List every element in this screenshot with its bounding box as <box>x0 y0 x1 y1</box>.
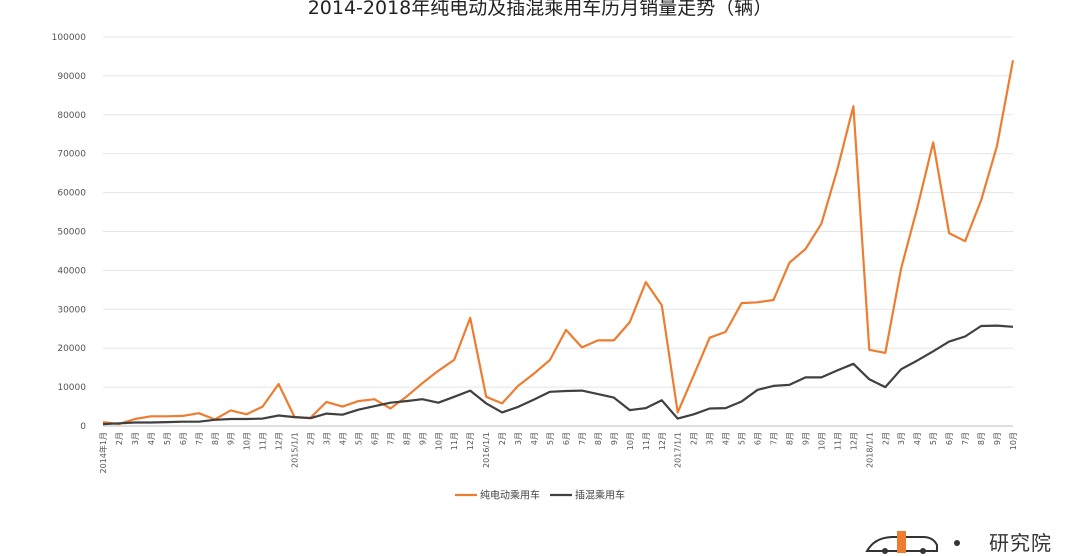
x-tick-label: 7月 <box>961 432 970 445</box>
x-tick-label: 2月 <box>115 432 124 445</box>
x-tick-label: 9月 <box>993 432 1002 445</box>
x-tick-label: 2月 <box>498 432 507 445</box>
x-tick-label: 5月 <box>546 432 555 445</box>
x-tick-label: 7月 <box>578 432 587 445</box>
y-tick-label: 0 <box>80 422 86 432</box>
x-tick-label: 5月 <box>738 432 747 445</box>
y-tick-label: 50000 <box>57 228 86 238</box>
x-axis-ticks: 2014年1月 2月 3月 4月 5月 6月 7月 8月 9月 10月 11月 12月 2015/1/1… <box>98 432 1018 473</box>
brand-logo: 研究院 <box>863 526 1052 556</box>
x-tick-label: 3月 <box>897 432 906 445</box>
x-tick-label: 4月 <box>913 432 922 445</box>
legend-label: 纯电动乘用车 <box>480 489 540 502</box>
y-tick-label: 70000 <box>57 150 86 160</box>
x-tick-label: 3月 <box>706 432 715 445</box>
y-tick-label: 80000 <box>57 111 86 121</box>
x-tick-label: 12月 <box>658 432 667 450</box>
x-tick-label: 4月 <box>530 432 539 445</box>
x-tick-label: 6月 <box>754 432 763 445</box>
y-tick-label: 30000 <box>57 305 86 315</box>
x-tick-label: 10月 <box>1009 432 1018 450</box>
x-tick-label: 3月 <box>323 432 332 445</box>
x-tick-label: 8月 <box>785 432 794 445</box>
x-tick-label: 3月 <box>514 432 523 445</box>
car-logo-icon <box>865 531 960 554</box>
x-tick-label: 10月 <box>243 432 252 450</box>
x-tick-label: 10月 <box>626 432 635 450</box>
x-tick-label: 2月 <box>881 432 890 445</box>
x-tick-label: 9月 <box>610 432 619 445</box>
series-lines <box>102 60 1015 426</box>
series-line-0 <box>102 60 1015 426</box>
x-tick-label: 2014年1月 <box>98 432 108 473</box>
x-tick-label: 2月 <box>307 432 316 445</box>
x-tick-label: 10月 <box>434 432 443 450</box>
x-tick-label: 9月 <box>227 432 236 445</box>
x-tick-label: 7月 <box>195 432 204 445</box>
y-tick-label: 90000 <box>57 72 86 82</box>
x-tick-label: 5月 <box>354 432 363 445</box>
x-tick-label: 2015/1/1 <box>291 432 300 468</box>
x-tick-label: 5月 <box>929 432 938 445</box>
y-tick-label: 20000 <box>57 344 86 354</box>
x-tick-label: 6月 <box>945 432 954 445</box>
x-tick-label: 2018/1/1 <box>865 432 874 468</box>
x-tick-label: 7月 <box>770 432 779 445</box>
y-tick-label: 40000 <box>57 266 86 276</box>
y-tick-label: 60000 <box>57 189 86 199</box>
x-tick-label: 4月 <box>147 432 156 445</box>
x-tick-label: 8月 <box>402 432 411 445</box>
x-tick-label: 6月 <box>179 432 188 445</box>
x-tick-label: 2017/1/1 <box>674 432 683 468</box>
legend: 纯电动乘用车 插混乘用车 <box>455 489 625 502</box>
x-tick-label: 12月 <box>275 432 284 450</box>
y-tick-label: 100000 <box>52 33 87 43</box>
series-line-1 <box>102 324 1014 426</box>
x-tick-label: 6月 <box>562 432 571 445</box>
x-tick-label: 9月 <box>418 432 427 445</box>
x-tick-label: 11月 <box>259 432 268 450</box>
x-tick-label: 9月 <box>801 432 810 445</box>
y-tick-label: 10000 <box>57 383 86 393</box>
y-axis-ticks: 0 10000 20000 30000 40000 50000 60000 70000 8000… <box>52 33 87 432</box>
legend-label: 插混乘用车 <box>575 489 625 502</box>
x-tick-label: 12月 <box>466 432 475 450</box>
x-tick-label: 7月 <box>386 432 395 445</box>
x-tick-label: 11月 <box>450 432 459 450</box>
grid <box>103 36 1013 427</box>
x-tick-label: 8月 <box>211 432 220 445</box>
x-tick-label: 2016/1/1 <box>482 432 491 468</box>
x-tick-label: 3月 <box>131 432 140 445</box>
x-tick-label: 12月 <box>849 432 858 450</box>
chart-title: 2014-2018年纯电动及插混乘用车历月销量走势（辆） <box>307 0 773 19</box>
x-tick-label: 11月 <box>833 432 842 450</box>
x-tick-label: 8月 <box>977 432 986 445</box>
x-tick-label: 5月 <box>163 432 172 445</box>
x-tick-label: 4月 <box>722 432 731 445</box>
x-tick-label: 6月 <box>370 432 379 445</box>
x-tick-label: 2月 <box>690 432 699 445</box>
x-tick-label: 10月 <box>817 432 826 450</box>
x-tick-label: 4月 <box>338 432 347 445</box>
x-tick-label: 8月 <box>594 432 603 445</box>
x-tick-label: 11月 <box>642 432 651 450</box>
logo-text: 研究院 <box>989 530 1052 555</box>
